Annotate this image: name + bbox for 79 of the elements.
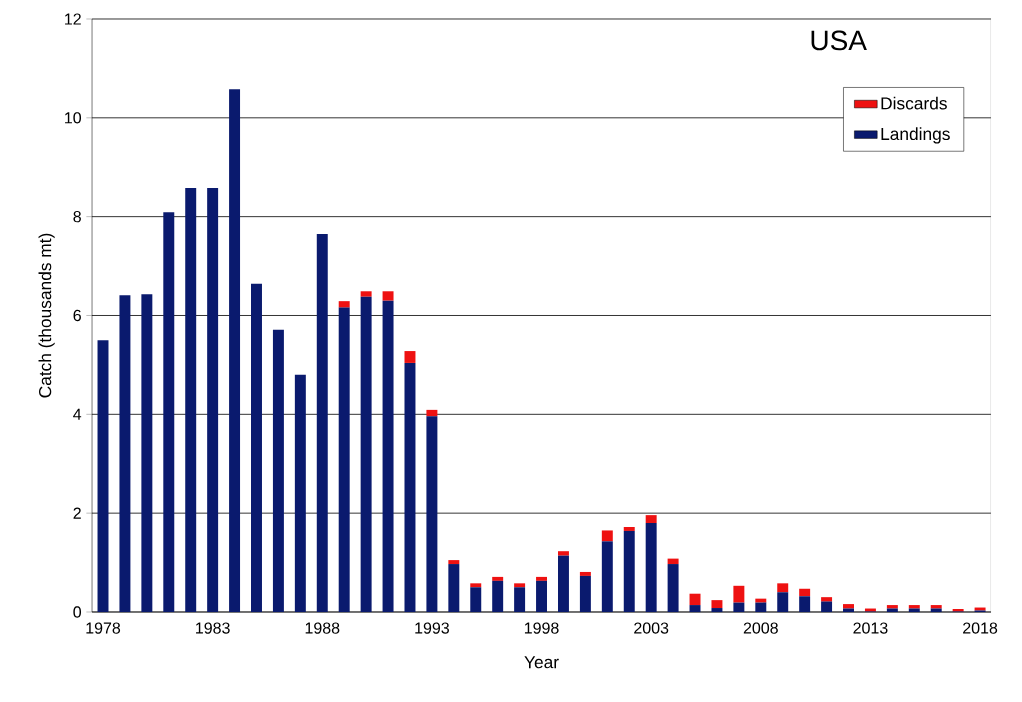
y-tick-label: 2 [73,507,81,519]
bar [536,576,548,581]
x-tick-label: 1988 [305,622,340,634]
bar [733,585,745,603]
bar [185,188,197,612]
bar [338,301,350,308]
bar [623,526,635,531]
bar [382,291,394,301]
y-tick-label: 0 [73,606,82,618]
bar [119,295,131,612]
x-tick-label: 1993 [415,622,449,634]
bar [777,592,789,612]
bar [272,329,284,612]
bar [338,307,350,612]
legend-label: Discards [881,96,947,110]
bar [623,530,635,612]
bar [470,583,482,588]
bar [514,583,526,588]
bar [207,188,219,612]
x-tick-label: 2018 [963,622,998,634]
bar [426,416,438,612]
bar [557,551,569,556]
bar [251,283,262,612]
bar [579,575,591,612]
bar [601,541,613,612]
x-tick-label: 2008 [743,622,778,634]
bar [667,564,679,612]
y-tick-label: 8 [73,211,81,223]
x-tick-label: 2003 [634,622,669,634]
bar [448,564,460,612]
bar [579,571,591,576]
bar [821,601,833,612]
y-tick-label: 6 [73,309,81,322]
bar [448,560,460,565]
bar [645,515,657,524]
bar [492,580,504,612]
bar [711,600,723,609]
bar [645,523,657,612]
bar [492,576,504,581]
bar [141,294,153,612]
y-tick-label: 10 [65,112,82,124]
bar [316,233,328,612]
bar [799,588,811,597]
bar [667,558,679,565]
bar [163,212,175,612]
bar [689,605,701,612]
x-tick-label: 1978 [86,622,121,634]
bar [799,596,811,612]
bar [601,530,613,542]
bar [843,604,854,609]
bar [97,340,109,612]
bar [821,597,833,602]
bar [733,602,745,612]
x-axis-title: Year [524,656,559,669]
bar [470,587,482,612]
y-axis-title: Catch (thousands mt) [38,233,55,398]
x-tick-label: 1998 [524,622,559,634]
legend-label: Landings [881,127,950,144]
bar [360,296,372,612]
bar [536,580,548,612]
x-tick-label: 1983 [196,622,230,634]
bar [294,374,306,612]
bar [404,362,416,612]
bar [229,89,241,612]
bar [711,608,723,612]
bar [689,593,701,606]
y-tick-label: 12 [65,13,81,25]
bar [382,300,394,612]
x-tick-label: 2013 [853,622,888,634]
bar [755,598,767,603]
y-tick-label: 4 [73,408,82,420]
bar [557,555,569,612]
bar [404,351,416,363]
bar [426,409,438,417]
bar [514,587,526,612]
bar [777,583,789,593]
bar [360,291,372,297]
bar [755,602,767,612]
chart-title: USA [811,30,867,51]
